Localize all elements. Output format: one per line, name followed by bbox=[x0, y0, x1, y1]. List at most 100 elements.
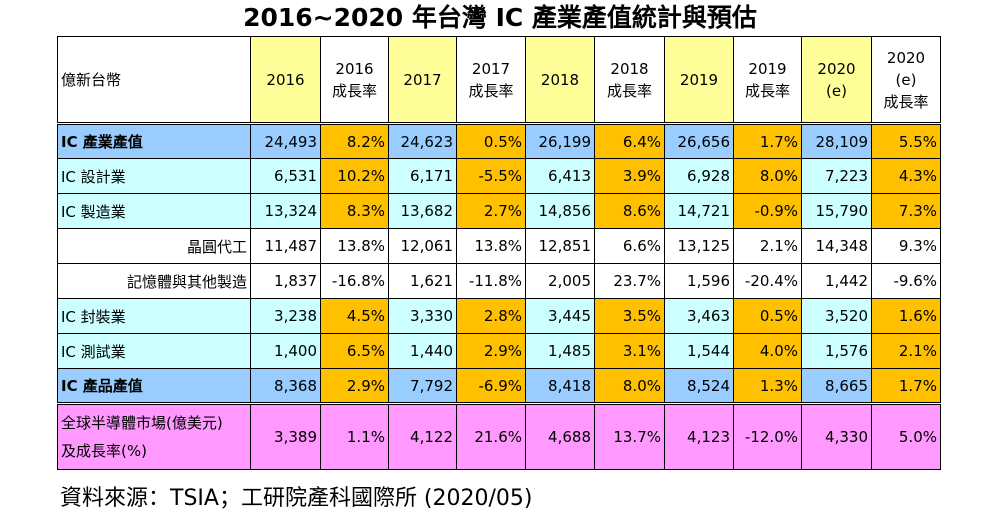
row-label: 全球半導體市場(億美元) 及成長率(%) bbox=[57, 402, 251, 470]
table-row: 晶圓代工 11,487 13.8% 12,061 13.8% 12,851 6.6% 13,1… bbox=[57, 228, 941, 264]
value-cell: 1,400 bbox=[250, 333, 321, 369]
growth-rate-cell: 1.3% bbox=[733, 368, 802, 404]
column-header: 2016 bbox=[250, 36, 321, 125]
column-header-line: 成長率 bbox=[883, 92, 929, 111]
growth-rate-cell: 1.6% bbox=[871, 298, 941, 334]
growth-rate-cell: 6.5% bbox=[320, 333, 389, 369]
growth-rate-cell: 7.3% bbox=[871, 193, 941, 229]
column-header: 2016 成長率 bbox=[320, 36, 389, 125]
header-row: 億新台幣 2016 2016 成長率 2017 2017 成長率 2018 2018 成長率 201… bbox=[57, 36, 941, 125]
column-header-line: 2018 bbox=[540, 70, 580, 89]
value-cell: 8,368 bbox=[250, 368, 321, 404]
value-cell: 3,445 bbox=[525, 298, 595, 334]
row-label: IC 封裝業 bbox=[57, 298, 251, 334]
value-cell: 8,665 bbox=[801, 368, 872, 404]
column-header-line: 2020 bbox=[817, 59, 856, 78]
value-cell: 6,928 bbox=[664, 158, 734, 194]
column-header-line: 2019 bbox=[679, 70, 719, 89]
value-cell: 7,792 bbox=[388, 368, 457, 404]
column-header: 2020 (e) bbox=[801, 36, 872, 125]
value-cell: 6,531 bbox=[250, 158, 321, 194]
value-cell: 12,061 bbox=[388, 228, 457, 264]
value-cell: 1,576 bbox=[801, 333, 872, 369]
column-header: 2017 成長率 bbox=[456, 36, 526, 125]
growth-rate-cell: 0.5% bbox=[733, 298, 802, 334]
growth-rate-cell: 23.7% bbox=[594, 263, 665, 299]
column-header-line: 2018 bbox=[610, 59, 649, 78]
table-row: IC 產業產值 24,493 8.2% 24,623 0.5% 26,199 6.4% 26,… bbox=[57, 123, 941, 159]
column-header-line: 2017 bbox=[471, 59, 511, 78]
growth-rate-cell: 1.1% bbox=[320, 402, 389, 470]
growth-rate-cell: 2.8% bbox=[456, 298, 526, 334]
value-cell: 14,721 bbox=[664, 193, 734, 229]
growth-rate-cell: 6.4% bbox=[594, 123, 665, 159]
value-cell: 1,440 bbox=[388, 333, 457, 369]
growth-rate-cell: 8.6% bbox=[594, 193, 665, 229]
growth-rate-cell: -9.6% bbox=[871, 263, 941, 299]
value-cell: 1,485 bbox=[525, 333, 595, 369]
growth-rate-cell: 2.1% bbox=[733, 228, 802, 264]
value-cell: 2,005 bbox=[525, 263, 595, 299]
value-cell: 3,389 bbox=[250, 402, 321, 470]
row-label-line: 全球半導體市場(億美元) bbox=[61, 414, 223, 432]
value-cell: 8,524 bbox=[664, 368, 734, 404]
growth-rate-cell: 8.0% bbox=[594, 368, 665, 404]
growth-rate-cell: 21.6% bbox=[456, 402, 526, 470]
value-cell: 11,487 bbox=[250, 228, 321, 264]
growth-rate-cell: 3.1% bbox=[594, 333, 665, 369]
value-cell: 12,851 bbox=[525, 228, 595, 264]
row-label: IC 製造業 bbox=[57, 193, 251, 229]
growth-rate-cell: 4.0% bbox=[733, 333, 802, 369]
growth-rate-cell: 10.2% bbox=[320, 158, 389, 194]
value-cell: 26,199 bbox=[525, 123, 595, 159]
value-cell: 13,324 bbox=[250, 193, 321, 229]
value-cell: 13,125 bbox=[664, 228, 734, 264]
value-cell: 3,330 bbox=[388, 298, 457, 334]
growth-rate-cell: 4.3% bbox=[871, 158, 941, 194]
growth-rate-cell: 3.5% bbox=[594, 298, 665, 334]
value-cell: 4,330 bbox=[801, 402, 872, 470]
value-cell: 1,837 bbox=[250, 263, 321, 299]
row-label: 記憶體與其他製造 bbox=[57, 263, 251, 299]
row-label: IC 產品產值 bbox=[57, 368, 251, 404]
growth-rate-cell: 8.0% bbox=[733, 158, 802, 194]
column-header-line: 2019 bbox=[748, 59, 787, 78]
value-cell: 7,223 bbox=[801, 158, 872, 194]
column-header-line: 成長率 bbox=[606, 81, 652, 100]
value-cell: 13,682 bbox=[388, 193, 457, 229]
column-header-line: (e) bbox=[895, 70, 917, 89]
growth-rate-cell: 2.9% bbox=[456, 333, 526, 369]
growth-rate-cell: 2.9% bbox=[320, 368, 389, 404]
value-cell: 14,856 bbox=[525, 193, 595, 229]
growth-rate-cell: 3.9% bbox=[594, 158, 665, 194]
column-header-line: (e) bbox=[826, 81, 847, 100]
growth-rate-cell: -16.8% bbox=[320, 263, 389, 299]
row-label: IC 產業產值 bbox=[57, 123, 251, 159]
growth-rate-cell: 8.2% bbox=[320, 123, 389, 159]
column-header: 2019 bbox=[664, 36, 734, 125]
value-cell: 6,413 bbox=[525, 158, 595, 194]
row-label: 晶圓代工 bbox=[57, 228, 251, 264]
growth-rate-cell: -20.4% bbox=[733, 263, 802, 299]
growth-rate-cell: -6.9% bbox=[456, 368, 526, 404]
value-cell: 3,463 bbox=[664, 298, 734, 334]
column-header: 2018 成長率 bbox=[594, 36, 665, 125]
column-header-line: 2017 bbox=[403, 70, 442, 89]
value-cell: 1,544 bbox=[664, 333, 734, 369]
table-row: IC 設計業 6,531 10.2% 6,171 -5.5% 6,413 3.9% 6,928… bbox=[57, 158, 941, 194]
table-row-global-market: 全球半導體市場(億美元) 及成長率(%) 3,389 1.1% 4,122 21.6% 4,… bbox=[57, 402, 941, 470]
growth-rate-cell: 0.5% bbox=[456, 123, 526, 159]
value-cell: 3,238 bbox=[250, 298, 321, 334]
value-cell: 15,790 bbox=[801, 193, 872, 229]
growth-rate-cell: 13.8% bbox=[456, 228, 526, 264]
value-cell: 6,171 bbox=[388, 158, 457, 194]
column-header-line: 成長率 bbox=[331, 81, 377, 100]
growth-rate-cell: 13.8% bbox=[320, 228, 389, 264]
value-cell: 24,493 bbox=[250, 123, 321, 159]
column-header-line: 2020 bbox=[886, 48, 926, 67]
column-header-line: 成長率 bbox=[468, 81, 514, 100]
column-header-line: 成長率 bbox=[744, 81, 790, 100]
row-label: IC 設計業 bbox=[57, 158, 251, 194]
value-cell: 4,122 bbox=[388, 402, 457, 470]
growth-rate-cell: 9.3% bbox=[871, 228, 941, 264]
